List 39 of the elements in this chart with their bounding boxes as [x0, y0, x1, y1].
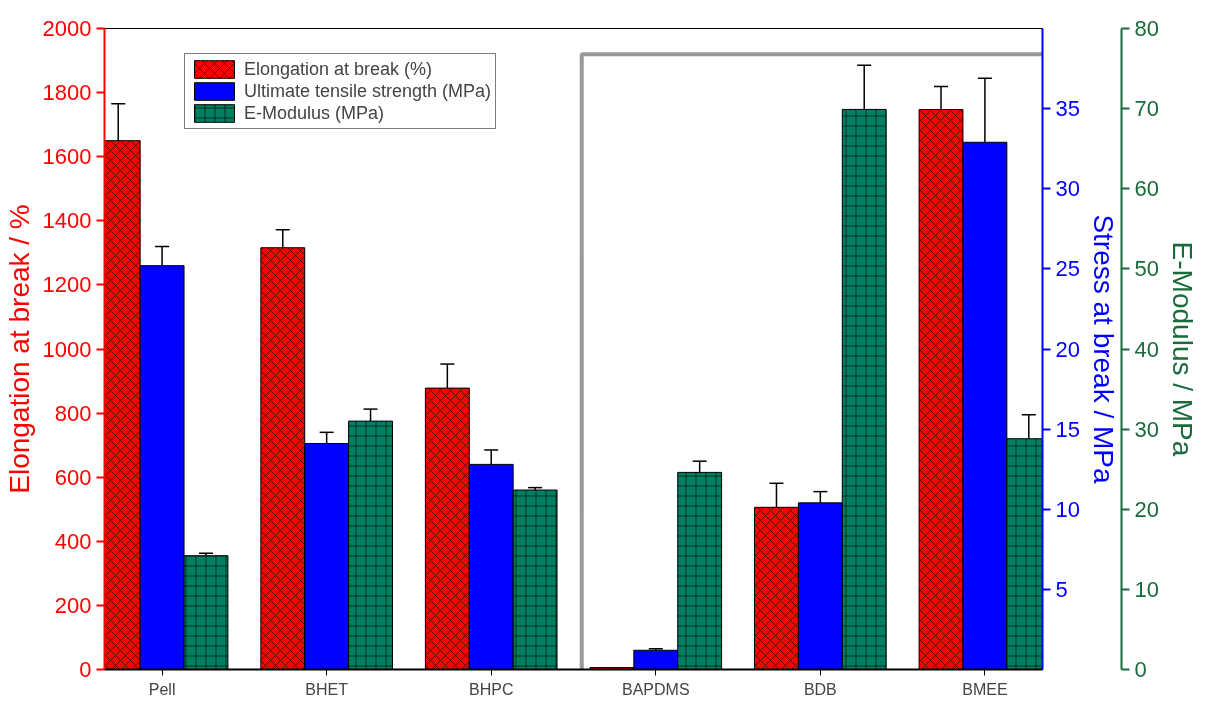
y2-tick-label: 30 [1055, 176, 1080, 202]
y-tick-label: 2000 [42, 16, 92, 41]
y-tick-label: 1200 [42, 272, 92, 298]
y3-tick-label: 60 [1134, 176, 1159, 202]
y-tick-label: 1800 [42, 80, 92, 106]
y3-tick-label: 70 [1134, 96, 1159, 122]
y-tick-label: 0 [79, 657, 92, 682]
x-tick-label: BAPDMS [622, 680, 690, 698]
x-tick-label: Pell [148, 680, 176, 698]
legend-label: E-Modulus (MPa) [244, 102, 385, 124]
legend-label: Ultimate tensile strength (MPa) [244, 80, 492, 102]
y-tick-label: 1000 [42, 336, 92, 362]
y2-axis-title: Stress at break / MPa [1087, 214, 1119, 485]
y3-tick-label: 10 [1134, 576, 1159, 602]
y2-tick-label: 20 [1055, 336, 1080, 362]
y2-tick-label: 10 [1055, 496, 1080, 522]
y3-tick-label: 0 [1134, 657, 1147, 682]
y3-tick-label: 40 [1134, 336, 1159, 362]
y2-tick-label: 25 [1055, 256, 1080, 282]
x-tick-label: BHPC [468, 680, 514, 698]
x-tick-label: BMEE [962, 680, 1008, 698]
y-tick-label: 200 [54, 592, 92, 618]
y-axis-title: Elongation at break / % [3, 204, 35, 494]
y-tick-label: 400 [54, 528, 92, 554]
y3-tick-label: 50 [1134, 256, 1159, 282]
x-tick-label: BHET [305, 680, 349, 698]
legend-label: Elongation at break (%) [244, 58, 433, 80]
y-tick-label: 1400 [42, 208, 92, 234]
y-tick-label: 1600 [42, 144, 92, 170]
y-tick-label: 600 [54, 464, 92, 490]
x-tick-label: BDB [803, 680, 837, 698]
y2-tick-label: 5 [1055, 576, 1068, 602]
y2-tick-label: 15 [1055, 416, 1080, 442]
y2-tick-label: 35 [1055, 96, 1080, 122]
y3-tick-label: 20 [1134, 496, 1159, 522]
y-tick-label: 800 [54, 400, 92, 426]
y3-tick-label: 30 [1134, 416, 1159, 442]
y3-axis-title: E-Modulus / MPa [1166, 241, 1198, 457]
y3-tick-label: 80 [1134, 16, 1159, 41]
